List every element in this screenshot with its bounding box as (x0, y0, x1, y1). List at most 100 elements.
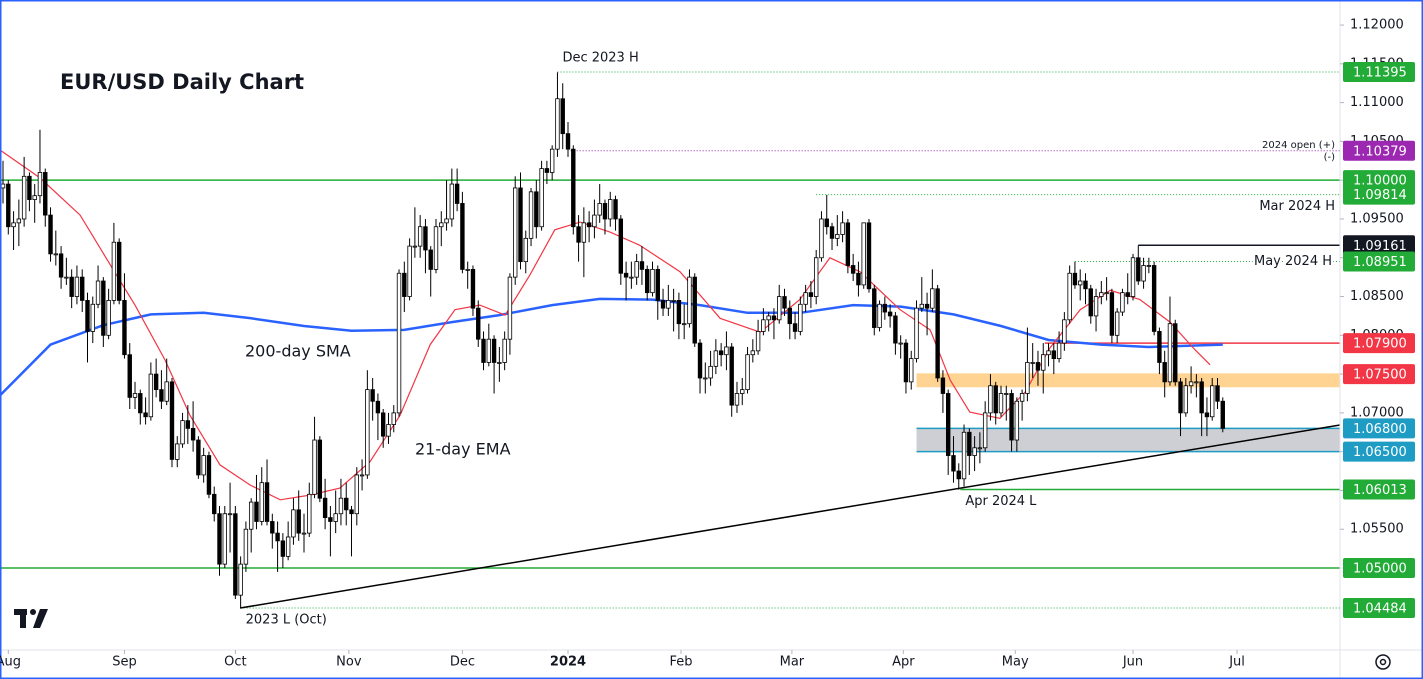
candle-body (613, 199, 618, 220)
candle-body (111, 241, 117, 301)
price-badge-label: 1.10379 (1353, 144, 1407, 159)
candle-body (248, 501, 254, 530)
candle-body (766, 315, 771, 321)
x-tick-label: Sep (112, 655, 137, 670)
indicator-label: 200-day SMA (245, 342, 351, 361)
candle-body (423, 226, 428, 251)
candle-body (1067, 272, 1072, 321)
candle-body (1114, 311, 1120, 336)
candle-body (349, 509, 354, 515)
candle-body (291, 509, 296, 538)
candle-body (681, 323, 687, 326)
indicator-line (0, 297, 1223, 396)
candle-body (671, 300, 676, 302)
candle-body (333, 513, 338, 522)
candle-body (887, 311, 893, 317)
candle-body (454, 183, 460, 204)
candle-body (945, 393, 951, 456)
candle-body (813, 257, 819, 297)
candle-body (745, 354, 750, 391)
candle-body (597, 203, 602, 216)
candle-body (872, 288, 877, 328)
y-tick-label: 1.11000 (1350, 95, 1404, 110)
candle-body (792, 323, 798, 332)
price-badge (1343, 479, 1415, 500)
candle-body (317, 439, 323, 499)
gear-outer[interactable] (1375, 654, 1391, 670)
candle-body (919, 303, 924, 309)
candle-body (1062, 319, 1067, 344)
plot-area (0, 71, 1341, 609)
candle-body (1019, 393, 1025, 402)
candle-body (808, 292, 814, 297)
level-name: Mar 2024 H (1259, 199, 1335, 214)
candle-body (972, 447, 977, 456)
candle-body (1056, 342, 1062, 359)
candle-body (956, 470, 961, 480)
candle-body (148, 373, 154, 418)
candle-body (840, 222, 845, 235)
candle-body (660, 300, 666, 309)
candle-body (1194, 381, 1199, 384)
candle-body (1046, 350, 1051, 356)
candle-body (687, 276, 692, 325)
candle-body (1120, 292, 1125, 313)
gear-inner[interactable] (1379, 658, 1387, 666)
candle-body (212, 493, 217, 515)
price-badge (1343, 251, 1415, 272)
candle-body (1099, 292, 1104, 297)
candle-body (359, 474, 365, 477)
candle-body (623, 272, 629, 278)
candle-body (544, 168, 550, 173)
price-badge-label: 1.07900 (1353, 337, 1407, 352)
candle-body (486, 338, 492, 363)
tradingview-logo (14, 609, 48, 628)
candle-body (755, 331, 761, 352)
candle-body (233, 513, 238, 596)
candle-body (375, 400, 381, 414)
candle-body (782, 296, 787, 309)
x-tick-label: Feb (669, 655, 692, 670)
candle-body (159, 389, 164, 402)
price-badge-label: 1.09814 (1353, 188, 1407, 203)
candle-body (1109, 292, 1115, 336)
candle-body (460, 203, 465, 270)
candle-body (771, 315, 777, 321)
candle-body (444, 218, 449, 224)
candle-body (676, 300, 682, 325)
candle-body (1088, 288, 1093, 317)
candle-body (581, 222, 587, 243)
candle-body (48, 214, 53, 255)
settings-icon[interactable] (1375, 654, 1391, 670)
candle-body (734, 393, 740, 406)
candle-body (935, 288, 940, 379)
candle-body (761, 319, 766, 332)
price-badge (1343, 418, 1415, 439)
candle-body (74, 276, 80, 297)
level-name: (-) (1324, 152, 1336, 163)
candle-body (1104, 292, 1109, 295)
y-tick-label: 1.12000 (1350, 18, 1404, 33)
candle-body (893, 315, 898, 344)
candle-body (576, 226, 581, 243)
candle-body (988, 385, 993, 414)
candle-body (909, 358, 914, 383)
candle-body (1051, 350, 1057, 359)
candle-body (829, 226, 835, 239)
zone (916, 428, 1340, 452)
candle-body (64, 276, 69, 279)
candle-body (1035, 362, 1041, 371)
candle-body (903, 342, 909, 383)
candle-body (993, 385, 998, 414)
candle-body (650, 268, 655, 294)
candle-body (639, 261, 645, 270)
candle-body (592, 214, 597, 228)
candle-body (961, 431, 967, 480)
candle-body (328, 517, 333, 522)
price-badge-label: 1.07500 (1353, 368, 1407, 383)
zone (916, 373, 1340, 388)
candle-body (296, 509, 301, 534)
candle-body (185, 420, 191, 429)
x-tick-label: Oct (224, 655, 246, 670)
candle-body (618, 218, 624, 274)
